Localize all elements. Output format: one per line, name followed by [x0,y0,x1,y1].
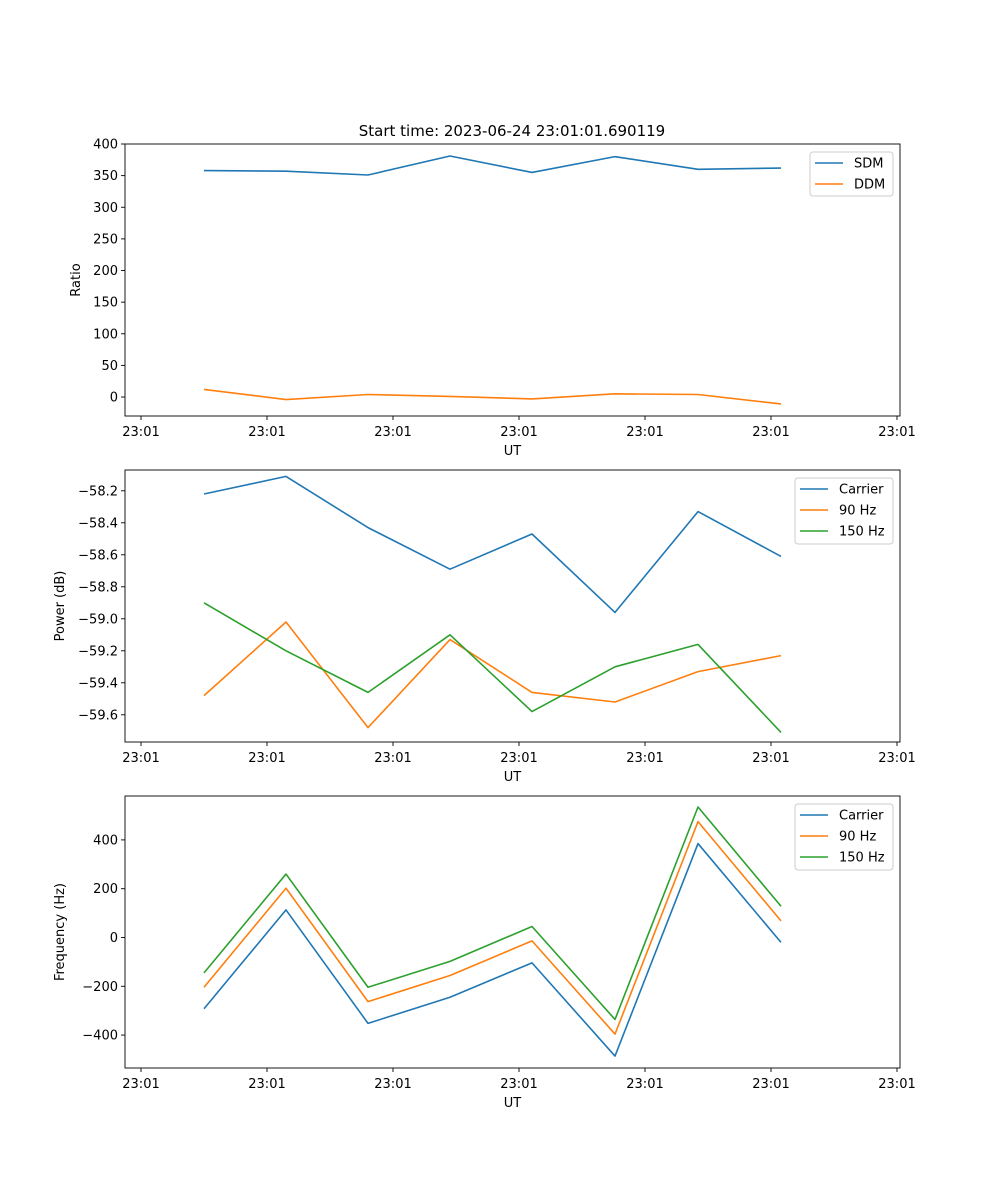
subplot-1: 23:01 23:01 23:01 23:01 23:01 23:01 23:01 0 50 10… [69,138,916,460]
legend-label: 150 Hz [839,525,885,540]
legend-label: DDM [854,178,885,193]
axes-frame [124,469,901,743]
legend-label: 90 Hz [839,504,876,519]
y-tick-label: 200 [93,264,118,279]
x-tick-label: 23:01 [248,751,285,766]
x-tick-label: 23:01 [500,425,537,440]
subplots: 23:01 23:01 23:01 23:01 23:01 23:01 23:01 0 50 10… [53,138,916,1112]
x-tick-label: 23:01 [122,425,159,440]
y-tick-label: −400 [82,1029,118,1044]
x-tick-label: 23:01 [752,1077,789,1092]
y-tick-label: −58.6 [78,548,118,563]
series-line-90-hz [203,621,782,729]
x-tick-label: 23:01 [752,751,789,766]
y-tick-label: −59.0 [78,612,118,627]
legend-label: 150 Hz [839,851,885,866]
subplot-2: 23:01 23:01 23:01 23:01 23:01 23:01 23:01 −59.6… [53,469,916,785]
x-tick-label: 23:01 [878,1077,915,1092]
series-line-90-hz [203,820,782,1035]
legend: Carrier 90 Hz 150 Hz [794,803,894,871]
x-tick-label: 23:01 [374,1077,411,1092]
series-line-sdm [203,155,782,176]
x-tick-label: 23:01 [878,425,915,440]
y-tick-label: 150 [93,296,118,311]
y-tick-label: −200 [82,980,118,995]
y-tick-label: −58.2 [78,484,118,499]
series-line-carrier [203,842,782,1057]
y-axis-label: Ratio [69,263,84,296]
x-tick-label: 23:01 [374,425,411,440]
legend-label: Carrier [839,483,884,498]
x-tick-label: 23:01 [626,751,663,766]
axes-frame [124,795,901,1069]
y-tick-label: 400 [93,833,118,848]
y-tick-label: 350 [93,169,118,184]
y-tick-label: −58.8 [78,580,118,595]
x-tick-label: 23:01 [500,751,537,766]
legend-label: Carrier [839,809,884,824]
legend-box [794,477,894,545]
y-axis-label: Frequency (Hz) [53,883,68,981]
y-tick-label: −59.4 [78,676,118,691]
y-tick-label: −59.6 [78,708,118,723]
legend: SDM DDM [809,151,894,197]
x-tick-label: 23:01 [248,425,285,440]
x-tick-label: 23:01 [626,425,663,440]
x-axis-label: UT [504,444,522,459]
y-axis-label: Power (dB) [53,571,68,642]
figure-title: Start time: 2023-06-24 23:01:01.690119 [359,122,665,140]
y-tick-label: 300 [93,201,118,216]
legend-label: SDM [854,157,883,172]
x-tick-label: 23:01 [752,425,789,440]
series-line-150-hz [203,806,782,1021]
series-line-ddm [203,388,782,405]
y-tick-label: 0 [110,931,118,946]
x-tick-label: 23:01 [626,1077,663,1092]
y-tick-label: 200 [93,882,118,897]
axes-frame [124,143,901,417]
legend: Carrier 90 Hz 150 Hz [794,477,894,545]
y-tick-label: 250 [93,232,118,247]
y-tick-label: 400 [93,138,118,153]
series-line-carrier [203,475,782,614]
x-axis-label: UT [504,1096,522,1111]
legend-label: 90 Hz [839,830,876,845]
x-tick-label: 23:01 [248,1077,285,1092]
x-axis-label: UT [504,770,522,785]
y-tick-label: 0 [110,391,118,406]
x-tick-label: 23:01 [500,1077,537,1092]
x-tick-label: 23:01 [122,1077,159,1092]
y-tick-label: −59.2 [78,644,118,659]
x-tick-label: 23:01 [878,751,915,766]
subplot-3: 23:01 23:01 23:01 23:01 23:01 23:01 23:01 −400 −… [53,795,916,1111]
y-tick-label: 50 [101,359,118,374]
y-tick-label: −58.4 [78,516,118,531]
x-tick-label: 23:01 [122,751,159,766]
x-tick-label: 23:01 [374,751,411,766]
series-line-150-hz [203,602,782,733]
y-tick-label: 100 [93,327,118,342]
legend-box [794,803,894,871]
